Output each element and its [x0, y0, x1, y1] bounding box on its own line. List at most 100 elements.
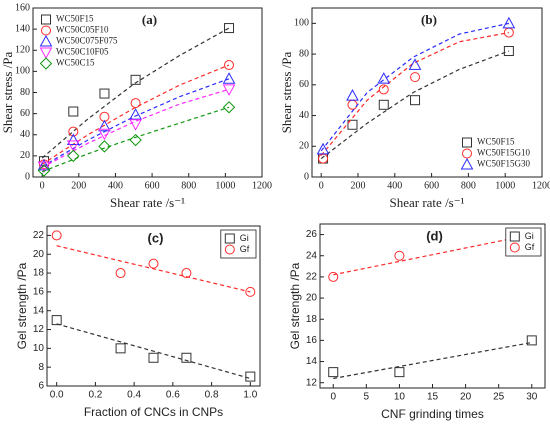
y-tick-label: 20: [299, 141, 309, 152]
fit-line: [333, 341, 532, 380]
y-tick-label: 0: [304, 171, 309, 182]
marker: [68, 126, 79, 137]
marker: [410, 95, 421, 106]
y-tick-label: 8: [38, 362, 44, 373]
panel: 0 200 400 600 800 1000 1200 0 20 40 60 80 100 Shear r…: [279, 7, 550, 210]
marker: [51, 230, 62, 241]
marker: [181, 352, 192, 363]
marker: [129, 108, 142, 120]
x-tick-label: 30: [526, 392, 538, 403]
x-tick-label: 5: [364, 392, 370, 403]
legend-label: Gi: [525, 231, 534, 241]
marker: [503, 46, 514, 57]
marker: [394, 250, 405, 261]
x-tick-label: 0.2: [88, 390, 102, 401]
marker: [318, 153, 329, 164]
x-tick-label: 400: [108, 180, 123, 191]
marker: [99, 88, 110, 99]
y-axis-label: Shear stress /Pa: [279, 51, 294, 133]
x-tick-label: 25: [493, 392, 505, 403]
plot-frame: [311, 7, 543, 178]
y-tick-label: 24: [306, 250, 318, 261]
marker: [130, 74, 141, 85]
marker: [224, 60, 235, 71]
x-tick-label: 600: [424, 180, 439, 191]
legend-label: WC50F15: [56, 14, 94, 24]
marker: [394, 367, 405, 378]
plot-frame: [46, 225, 261, 387]
marker: [460, 157, 474, 170]
marker: [129, 133, 142, 147]
marker: [37, 161, 51, 173]
marker: [222, 72, 236, 84]
x-tick-label: 0.8: [205, 390, 219, 401]
y-tick-label: 10: [33, 343, 45, 354]
y-tick-label: 60: [20, 108, 30, 119]
y-tick-label: 22: [306, 272, 318, 283]
legend-frame: [37, 11, 129, 72]
x-tick-label: 1000: [215, 180, 235, 191]
x-axis-label: Fraction of CNCs in CNPs: [84, 405, 223, 419]
panel-title: (b): [421, 12, 437, 27]
marker: [148, 258, 159, 269]
x-tick-label: 15: [427, 392, 439, 403]
x-tick-label: 10: [394, 392, 406, 403]
marker: [346, 89, 359, 101]
marker: [316, 142, 330, 155]
fit-line: [320, 50, 510, 160]
x-axis-label: Shear rate /s⁻¹: [110, 195, 185, 210]
marker: [245, 286, 256, 297]
x-tick-label: 1000: [495, 180, 515, 191]
marker: [68, 106, 79, 117]
y-tick-label: 14: [306, 356, 318, 367]
x-tick-label: 0: [40, 180, 45, 191]
legend-label: WC50C05F10: [56, 25, 109, 35]
marker: [224, 233, 235, 244]
marker: [181, 268, 192, 279]
y-tick-label: 100: [294, 18, 309, 29]
legend-label: Gi: [240, 233, 249, 243]
marker: [129, 119, 142, 131]
marker: [37, 164, 51, 177]
x-tick-label: 0.6: [166, 390, 180, 401]
marker: [222, 101, 236, 114]
fit-line: [56, 323, 251, 380]
marker: [66, 140, 80, 152]
y-axis-label: Gel strength /Pa: [15, 262, 29, 349]
y-tick-label: 12: [33, 324, 45, 335]
legend-label: Gf: [525, 242, 535, 252]
y-tick-label: 6: [38, 381, 44, 392]
marker: [526, 335, 537, 346]
marker: [98, 128, 111, 141]
y-tick-label: 14: [33, 305, 45, 316]
x-tick-label: 0: [319, 180, 324, 191]
legend-label: WC50F15G30: [477, 159, 531, 169]
marker: [98, 140, 111, 153]
y-tick-label: 140: [15, 23, 30, 34]
legend-label: Gf: [240, 244, 250, 254]
marker: [328, 271, 339, 282]
y-tick-label: 60: [299, 79, 309, 90]
marker: [222, 84, 236, 96]
marker: [245, 371, 256, 382]
y-tick-label: 26: [306, 229, 318, 240]
y-tick-label: 18: [306, 314, 318, 325]
x-tick-label: 200: [351, 180, 366, 191]
panel: 0 5 10 15 20 25 30 12 14 16 18 20 22 24 26 CNF grinding…: [288, 223, 546, 421]
fit-line: [41, 27, 230, 159]
panel: 0 200 400 600 800 1000 1200 0 20 40 60 80 100 120 140 1…: [0, 2, 272, 210]
x-tick-label: 1.0: [243, 390, 257, 401]
marker: [509, 231, 520, 242]
x-tick-label: 1200: [532, 180, 550, 191]
marker: [39, 34, 53, 47]
fit-line: [41, 64, 230, 165]
x-tick-label: 800: [181, 180, 196, 191]
y-tick-label: 80: [299, 48, 309, 59]
x-tick-label: 600: [145, 180, 160, 191]
marker: [378, 84, 389, 95]
marker: [377, 72, 391, 84]
panel: 0.0 0.2 0.4 0.6 0.8 1.0 6 8 10 12 14 16 18 20 22 Fracti…: [15, 225, 261, 419]
x-tick-label: 400: [387, 180, 402, 191]
fit-line: [333, 233, 532, 276]
